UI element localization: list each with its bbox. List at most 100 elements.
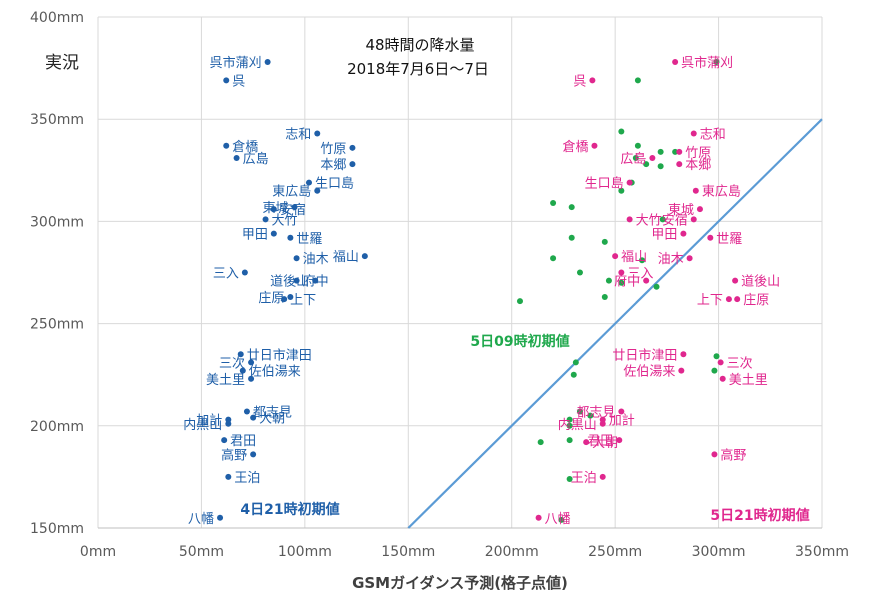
data-points — [217, 58, 741, 523]
data-point — [241, 269, 248, 276]
data-point — [287, 234, 294, 241]
data-point — [591, 142, 598, 149]
point-label: 廿日市津田 — [612, 347, 677, 363]
data-point — [686, 255, 693, 262]
chart-title: 48時間の降水量 — [365, 36, 474, 54]
point-label: 東広島 — [272, 184, 311, 200]
point-label: 八幡 — [545, 512, 571, 527]
point-label: 志和 — [285, 128, 311, 143]
point-label: 三入 — [213, 267, 239, 282]
x-tick-label: 350mm — [795, 544, 849, 560]
point-label: 生口島 — [585, 177, 624, 192]
point-label: 甲田 — [651, 228, 677, 243]
point-label: 広島 — [620, 152, 646, 167]
data-point — [566, 416, 573, 423]
point-label: 君田 — [230, 434, 256, 449]
data-point — [680, 351, 687, 358]
point-label: 大竹 — [636, 213, 662, 228]
data-point — [711, 451, 718, 458]
data-point — [672, 148, 679, 155]
point-label: 本郷 — [320, 158, 346, 173]
data-point — [672, 58, 679, 65]
data-point — [725, 296, 732, 303]
data-point — [243, 408, 250, 415]
data-point — [223, 77, 230, 84]
point-label: 府中 — [614, 275, 640, 290]
point-label: 三次 — [727, 355, 753, 371]
data-point — [217, 514, 224, 521]
grid-lines — [97, 16, 823, 529]
x-tick-label: 200mm — [485, 544, 539, 560]
data-point — [653, 283, 660, 290]
data-point — [270, 206, 277, 213]
data-point — [719, 375, 726, 382]
point-label: 内黒山 — [558, 417, 597, 433]
point-label: 呉 — [232, 74, 245, 89]
data-point — [233, 155, 240, 162]
data-point — [626, 179, 633, 186]
x-tick-label: 250mm — [588, 544, 642, 560]
data-point — [717, 359, 724, 366]
data-point — [314, 187, 321, 194]
data-point — [618, 128, 625, 135]
point-label: 美土里 — [206, 373, 245, 388]
point-label: 王泊 — [234, 471, 260, 486]
data-point — [248, 359, 255, 366]
data-point — [361, 253, 368, 260]
data-point — [612, 253, 619, 260]
point-label: 東広島 — [702, 184, 741, 200]
data-point — [639, 257, 646, 264]
y-tick-label: 250mm — [30, 317, 84, 333]
data-point — [312, 277, 319, 284]
data-point — [576, 408, 583, 415]
data-point — [599, 420, 606, 427]
point-label: 府中 — [303, 275, 329, 290]
y-tick-label: 350mm — [30, 112, 84, 128]
point-label: 道後山 — [741, 275, 780, 290]
point-label: 佐伯湯来 — [249, 365, 301, 380]
data-point — [657, 148, 664, 155]
point-label: 大竹 — [272, 213, 298, 228]
data-point — [711, 367, 718, 374]
data-point — [649, 155, 656, 162]
data-point — [676, 161, 683, 168]
point-label: 道後山 — [270, 275, 309, 290]
y-axis-ticks: 150mm 200mm 250mm 300mm 350mm 400mm — [30, 10, 84, 537]
data-point — [618, 187, 625, 194]
data-point — [599, 473, 606, 480]
data-point — [692, 187, 699, 194]
data-point — [293, 277, 300, 284]
data-point — [550, 200, 557, 207]
x-tick-label: 50mm — [179, 544, 224, 560]
data-point — [601, 294, 608, 301]
data-point — [516, 298, 523, 305]
point-label: 三次 — [219, 355, 245, 371]
data-point — [713, 353, 720, 360]
data-point — [678, 367, 685, 374]
point-label: 大朝 — [592, 436, 618, 451]
data-point — [291, 204, 298, 211]
data-point — [225, 420, 232, 427]
point-label: 志和 — [700, 128, 726, 143]
data-point — [264, 58, 271, 65]
point-label: 高野 — [221, 447, 247, 463]
data-point — [616, 437, 623, 444]
point-label: 大朝 — [259, 412, 285, 427]
diagonal-line — [407, 118, 823, 529]
data-point — [659, 216, 666, 223]
data-point — [676, 148, 683, 155]
data-point — [293, 255, 300, 262]
data-point — [550, 255, 557, 262]
data-point — [270, 230, 277, 237]
data-point — [572, 359, 579, 366]
point-label: 本郷 — [685, 158, 711, 173]
y-tick-label: 300mm — [30, 214, 84, 230]
data-point — [605, 277, 612, 284]
data-point — [626, 216, 633, 223]
data-point — [223, 142, 230, 149]
point-label: 福山 — [621, 250, 647, 265]
data-point — [566, 422, 573, 429]
data-point — [696, 206, 703, 213]
y-axis-label: 実況 — [45, 53, 79, 73]
